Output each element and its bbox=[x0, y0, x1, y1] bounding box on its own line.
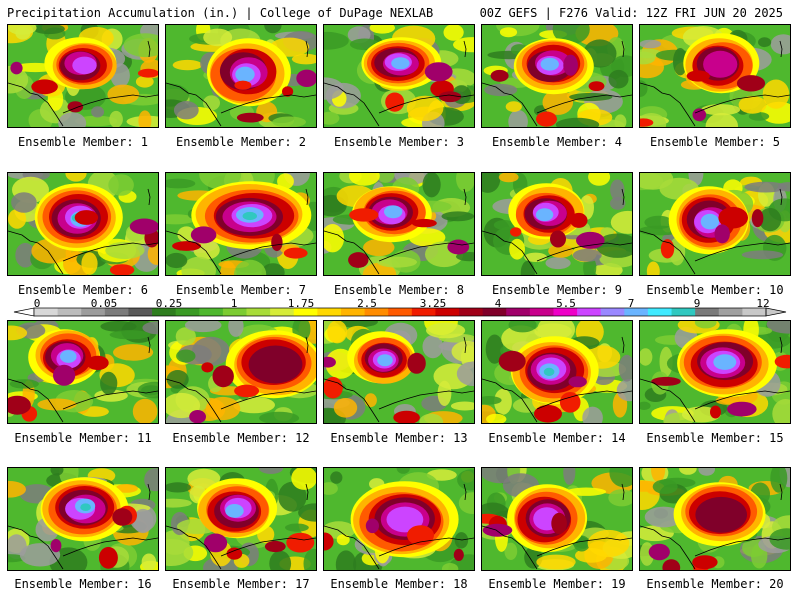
legend-tick-label: 5.5 bbox=[556, 297, 576, 310]
legend-color-swatch bbox=[506, 308, 531, 316]
legend-color-swatch bbox=[364, 308, 389, 316]
ensemble-member-label: Ensemble Member: 3 bbox=[333, 135, 465, 149]
ensemble-member-label: Ensemble Member: 16 bbox=[14, 577, 152, 591]
ensemble-member-map bbox=[7, 467, 159, 571]
legend-color-swatch bbox=[317, 308, 342, 316]
legend-color-swatch bbox=[411, 308, 436, 316]
legend-color-swatch bbox=[175, 308, 200, 316]
ensemble-member-label: Ensemble Member: 8 bbox=[333, 283, 465, 297]
ensemble-member-label: Ensemble Member: 11 bbox=[14, 431, 152, 445]
legend-tick-label: 1 bbox=[230, 297, 238, 310]
legend-color-swatch bbox=[718, 308, 743, 316]
ensemble-member-label: Ensemble Member: 4 bbox=[491, 135, 623, 149]
ensemble-member-label: Ensemble Member: 19 bbox=[488, 577, 626, 591]
ensemble-member-map bbox=[323, 320, 475, 424]
legend-color-swatch bbox=[482, 308, 507, 316]
legend-color-swatch bbox=[104, 308, 129, 316]
legend-color-swatch bbox=[577, 308, 602, 316]
ensemble-member-map bbox=[639, 172, 791, 276]
legend-color-swatch bbox=[671, 308, 696, 316]
legend-min-arrow bbox=[13, 307, 35, 317]
legend-tick-label: 9 bbox=[693, 297, 701, 310]
ensemble-member-label: Ensemble Member: 6 bbox=[17, 283, 149, 297]
legend-color-swatch bbox=[152, 308, 177, 316]
ensemble-member-map bbox=[7, 320, 159, 424]
legend-color-swatch bbox=[435, 308, 460, 316]
ensemble-member-map bbox=[323, 24, 475, 128]
ensemble-member-map bbox=[639, 320, 791, 424]
legend-color-swatch bbox=[529, 308, 554, 316]
ensemble-member-map bbox=[165, 172, 317, 276]
legend-color-swatch bbox=[199, 308, 224, 316]
legend-color-swatch bbox=[647, 308, 672, 316]
legend-tick-label: 0.25 bbox=[155, 297, 183, 310]
legend-color-swatch bbox=[388, 308, 413, 316]
ensemble-member-label: Ensemble Member: 2 bbox=[175, 135, 307, 149]
ensemble-member-label: Ensemble Member: 14 bbox=[488, 431, 626, 445]
legend-color-swatch bbox=[600, 308, 625, 316]
ensemble-member-map bbox=[323, 467, 475, 571]
ensemble-member-map bbox=[165, 320, 317, 424]
ensemble-member-map bbox=[481, 467, 633, 571]
legend-color-swatch bbox=[340, 308, 365, 316]
ensemble-member-label: Ensemble Member: 15 bbox=[646, 431, 784, 445]
legend-color-swatch bbox=[246, 308, 271, 316]
ensemble-member-map bbox=[165, 467, 317, 571]
ensemble-member-map bbox=[481, 172, 633, 276]
legend-tick-label: 1.75 bbox=[287, 297, 315, 310]
legend-tick-label: 12 bbox=[756, 297, 770, 310]
legend-color-swatch bbox=[270, 308, 295, 316]
map-title: Precipitation Accumulation (in.) | Colle… bbox=[7, 6, 434, 20]
legend-tick-label: 7 bbox=[627, 297, 635, 310]
legend-tick-label: 3.25 bbox=[419, 297, 447, 310]
legend-color-swatch bbox=[742, 308, 767, 316]
legend-color-swatch bbox=[81, 308, 106, 316]
legend-color-swatch bbox=[128, 308, 153, 316]
ensemble-member-map bbox=[323, 172, 475, 276]
ensemble-member-label: Ensemble Member: 1 bbox=[17, 135, 149, 149]
legend-color-swatch bbox=[695, 308, 720, 316]
legend-color-swatch bbox=[57, 308, 82, 316]
ensemble-member-label: Ensemble Member: 12 bbox=[172, 431, 310, 445]
ensemble-member-label: Ensemble Member: 5 bbox=[649, 135, 781, 149]
ensemble-member-label: Ensemble Member: 18 bbox=[330, 577, 468, 591]
ensemble-member-map bbox=[481, 320, 633, 424]
legend-color-swatch bbox=[293, 308, 318, 316]
legend-tick-label: 0 bbox=[33, 297, 41, 310]
ensemble-member-label: Ensemble Member: 9 bbox=[491, 283, 623, 297]
ensemble-member-label: Ensemble Member: 17 bbox=[172, 577, 310, 591]
run-valid-time: 00Z GEFS | F276 Valid: 12Z FRI JUN 20 20… bbox=[479, 6, 783, 20]
ensemble-member-map bbox=[639, 24, 791, 128]
ensemble-member-map bbox=[7, 172, 159, 276]
legend-color-swatch bbox=[624, 308, 649, 316]
ensemble-member-label: Ensemble Member: 10 bbox=[646, 283, 784, 297]
ensemble-member-label: Ensemble Member: 20 bbox=[646, 577, 784, 591]
ensemble-member-map bbox=[481, 24, 633, 128]
color-scale-legend bbox=[13, 307, 787, 317]
legend-tick-label: 0.05 bbox=[90, 297, 118, 310]
legend-color-swatch bbox=[34, 308, 59, 316]
ensemble-member-label: Ensemble Member: 13 bbox=[330, 431, 468, 445]
legend-color-swatch bbox=[553, 308, 578, 316]
ensemble-member-map bbox=[7, 24, 159, 128]
legend-tick-label: 2.5 bbox=[357, 297, 377, 310]
legend-tick-label: 4 bbox=[494, 297, 502, 310]
legend-color-swatch bbox=[459, 308, 484, 316]
legend-color-swatch bbox=[222, 308, 247, 316]
ensemble-member-map bbox=[639, 467, 791, 571]
ensemble-member-label: Ensemble Member: 7 bbox=[175, 283, 307, 297]
ensemble-member-map bbox=[165, 24, 317, 128]
